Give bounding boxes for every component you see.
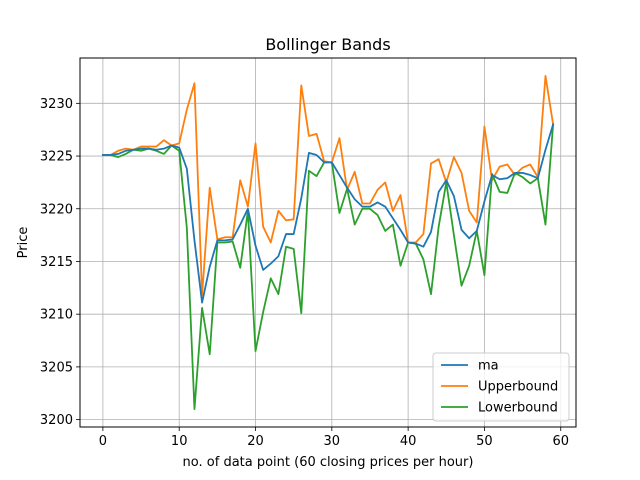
x-tick-label: 40 [400,434,417,449]
chart-title: Bollinger Bands [265,35,390,54]
x-tick-label: 50 [476,434,493,449]
y-tick-label: 3205 [40,360,73,375]
series-lines [101,75,555,410]
legend-label-lowerbound: Lowerbound [478,401,558,416]
x-axis-label: no. of data point (60 closing prices per… [183,455,474,470]
y-tick-label: 3220 [40,202,73,217]
legend-label-upperbound: Upperbound [478,380,558,395]
plot-frame [79,57,577,428]
series-line-ma [101,123,555,304]
x-tick-label: 60 [552,434,569,449]
y-axis-ticks: 3200 3205 3210 3215 3220 3225 3230 [40,97,80,428]
legend-box [432,352,570,422]
x-tick-label: 0 [99,434,107,449]
x-tick-label: 10 [171,434,188,449]
x-tick-label: 20 [247,434,264,449]
y-tick-label: 3215 [40,255,73,270]
y-tick-label: 3210 [40,308,73,323]
y-tick-label: 3225 [40,150,73,165]
y-tick-label: 3230 [40,97,73,112]
y-axis-label: Price [16,227,31,259]
legend-label-ma: ma [478,359,499,374]
legend: ma Upperbound Lowerbound [432,352,570,422]
x-axis-ticks: 0 10 20 30 40 50 60 [99,427,569,449]
y-tick-label: 3200 [40,413,73,428]
x-tick-label: 30 [324,434,341,449]
